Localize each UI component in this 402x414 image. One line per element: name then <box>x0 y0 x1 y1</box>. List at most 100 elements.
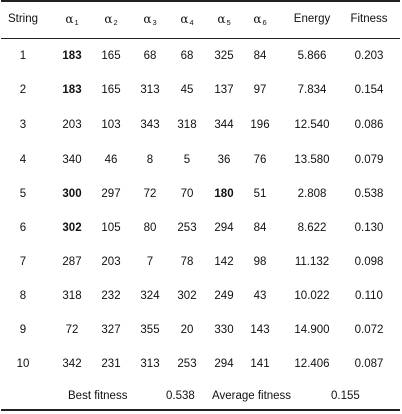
cell-alpha-2: 105 <box>101 222 121 234</box>
cell-fitness: 0.110 <box>355 290 383 302</box>
table-row: 3 203 103 343 318 344 196 12.540 0.086 <box>0 115 402 135</box>
cell-alpha-5: 344 <box>214 119 234 131</box>
cell-string: 3 <box>19 119 27 131</box>
cell-alpha-3: 313 <box>140 84 160 96</box>
cell-alpha-3: 324 <box>140 290 160 302</box>
header-alpha-4: α4 <box>180 12 194 27</box>
table-row: 4 340 46 8 5 36 76 13.580 0.079 <box>0 150 402 170</box>
header-energy: Energy <box>293 13 331 25</box>
cell-energy: 12.540 <box>294 119 330 131</box>
cell-string: 9 <box>19 324 27 336</box>
cell-energy: 13.580 <box>294 154 330 166</box>
cell-alpha-5: 294 <box>214 222 234 234</box>
cell-alpha-5: 325 <box>214 50 234 62</box>
cell-fitness: 0.130 <box>354 222 384 234</box>
cell-alpha-3: 343 <box>140 119 160 131</box>
cell-alpha-3: 7 <box>146 256 154 268</box>
cell-fitness: 0.098 <box>354 256 384 268</box>
cell-alpha-1: 72 <box>65 324 79 336</box>
average-fitness-label: Average fitness <box>212 390 292 402</box>
cell-string: 5 <box>19 188 27 200</box>
cell-string: 2 <box>19 84 27 96</box>
cell-alpha-4: 253 <box>177 222 197 234</box>
table-top-rule <box>1 0 400 2</box>
cell-alpha-3: 355 <box>140 324 160 336</box>
table-row: 2 183 165 313 45 137 97 7.834 0.154 <box>0 80 402 100</box>
cell-alpha-1: 183 <box>62 50 82 62</box>
cell-alpha-5: 36 <box>217 154 231 166</box>
cell-alpha-1: 340 <box>62 154 82 166</box>
cell-alpha-3: 72 <box>143 188 157 200</box>
cell-alpha-2: 103 <box>101 119 121 131</box>
header-fitness: Fitness <box>350 13 388 25</box>
cell-alpha-1: 183 <box>62 84 82 96</box>
cell-energy: 12.406 <box>294 358 330 370</box>
cell-alpha-2: 231 <box>101 358 121 370</box>
header-string: String <box>7 13 39 25</box>
cell-alpha-2: 203 <box>101 256 121 268</box>
cell-fitness: 0.072 <box>354 324 384 336</box>
cell-alpha-6: 97 <box>253 84 267 96</box>
table-row: 5 300 297 72 70 180 51 2.808 0.538 <box>0 184 402 204</box>
best-fitness-label: Best fitness <box>68 390 128 402</box>
cell-energy: 11.132 <box>294 256 330 268</box>
best-fitness-value: 0.538 <box>166 390 195 402</box>
cell-string: 4 <box>19 154 27 166</box>
cell-alpha-5: 180 <box>214 188 234 200</box>
cell-alpha-6: 84 <box>253 222 267 234</box>
table-row: 9 72 327 355 20 330 143 14.900 0.072 <box>0 320 402 340</box>
cell-alpha-2: 46 <box>104 154 118 166</box>
cell-alpha-4: 45 <box>180 84 194 96</box>
cell-fitness: 0.087 <box>354 358 384 370</box>
cell-fitness: 0.079 <box>354 154 384 166</box>
cell-alpha-4: 78 <box>180 256 194 268</box>
cell-fitness: 0.538 <box>354 188 384 200</box>
cell-alpha-5: 137 <box>214 84 234 96</box>
table-row: 8 318 232 324 302 249 43 10.022 0.110 <box>0 286 402 306</box>
cell-alpha-5: 330 <box>214 324 234 336</box>
cell-alpha-4: 20 <box>180 324 194 336</box>
cell-alpha-4: 318 <box>177 119 197 131</box>
table-row: 10 342 231 313 253 294 141 12.406 0.087 <box>0 354 402 374</box>
cell-alpha-2: 232 <box>101 290 121 302</box>
header-rule <box>1 38 400 39</box>
cell-energy: 7.834 <box>297 84 327 96</box>
cell-alpha-2: 165 <box>101 84 121 96</box>
cell-alpha-2: 297 <box>101 188 121 200</box>
cell-fitness: 0.154 <box>354 84 384 96</box>
cell-alpha-3: 68 <box>143 50 157 62</box>
cell-alpha-6: 196 <box>250 119 270 131</box>
header-alpha-3: α3 <box>143 12 157 27</box>
cell-alpha-6: 43 <box>253 290 267 302</box>
cell-alpha-4: 70 <box>180 188 194 200</box>
cell-alpha-6: 98 <box>253 256 267 268</box>
table-footer: Best fitness 0.538 Average fitness 0.155 <box>0 386 402 406</box>
cell-alpha-1: 342 <box>62 358 82 370</box>
cell-alpha-5: 294 <box>214 358 234 370</box>
table-bottom-rule <box>1 409 400 411</box>
cell-energy: 5.866 <box>297 50 327 62</box>
cell-alpha-6: 51 <box>253 188 267 200</box>
cell-alpha-1: 318 <box>62 290 82 302</box>
cell-alpha-3: 313 <box>140 358 160 370</box>
cell-energy: 10.022 <box>294 290 330 302</box>
average-fitness-value: 0.155 <box>331 390 360 402</box>
cell-alpha-6: 76 <box>253 154 267 166</box>
table-row: 6 302 105 80 253 294 84 8.622 0.130 <box>0 218 402 238</box>
header-alpha-2: α2 <box>104 12 118 27</box>
cell-energy: 14.900 <box>294 324 330 336</box>
cell-alpha-4: 302 <box>177 290 197 302</box>
header-alpha-1: α1 <box>65 12 79 27</box>
cell-alpha-2: 327 <box>101 324 121 336</box>
cell-energy: 2.808 <box>297 188 327 200</box>
cell-alpha-3: 8 <box>146 154 154 166</box>
cell-alpha-4: 5 <box>183 154 191 166</box>
header-alpha-6: α6 <box>253 12 267 27</box>
cell-alpha-4: 68 <box>180 50 194 62</box>
cell-energy: 8.622 <box>297 222 327 234</box>
cell-fitness: 0.086 <box>354 119 384 131</box>
cell-string: 10 <box>16 358 30 370</box>
cell-string: 8 <box>19 290 27 302</box>
cell-alpha-1: 302 <box>62 222 82 234</box>
table-row: 7 287 203 7 78 142 98 11.132 0.098 <box>0 252 402 272</box>
